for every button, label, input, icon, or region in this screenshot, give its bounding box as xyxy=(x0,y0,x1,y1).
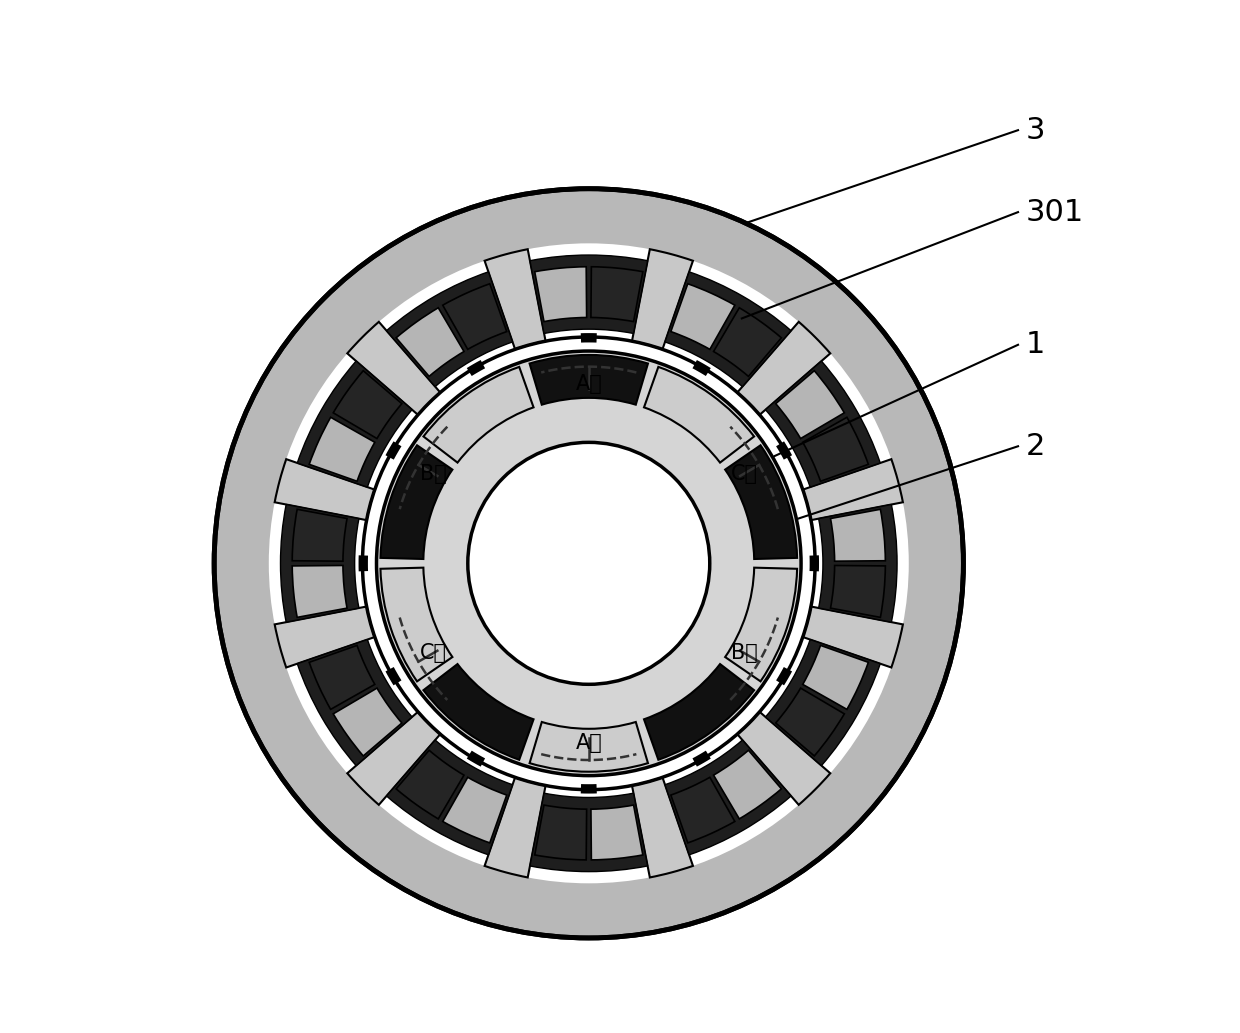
Wedge shape xyxy=(293,509,347,561)
Text: 301: 301 xyxy=(1025,197,1084,226)
Wedge shape xyxy=(396,308,464,376)
Wedge shape xyxy=(802,417,868,481)
Wedge shape xyxy=(396,750,464,819)
Wedge shape xyxy=(529,722,649,772)
Wedge shape xyxy=(776,667,792,685)
Wedge shape xyxy=(713,750,781,819)
Wedge shape xyxy=(275,606,374,667)
Wedge shape xyxy=(765,362,880,488)
Wedge shape xyxy=(810,556,820,571)
Wedge shape xyxy=(738,322,831,415)
Wedge shape xyxy=(644,367,754,463)
Wedge shape xyxy=(466,361,485,376)
Wedge shape xyxy=(466,751,485,766)
Wedge shape xyxy=(334,371,402,439)
Wedge shape xyxy=(776,441,792,460)
Wedge shape xyxy=(387,272,512,386)
Circle shape xyxy=(269,244,909,883)
Wedge shape xyxy=(423,664,533,759)
Wedge shape xyxy=(298,639,412,765)
Circle shape xyxy=(467,442,709,684)
Wedge shape xyxy=(309,646,374,710)
Wedge shape xyxy=(665,272,791,386)
Wedge shape xyxy=(580,784,596,793)
Wedge shape xyxy=(725,445,797,559)
Text: A相: A相 xyxy=(575,374,603,394)
Wedge shape xyxy=(534,805,587,859)
Wedge shape xyxy=(443,777,507,843)
Wedge shape xyxy=(534,267,587,321)
Wedge shape xyxy=(776,371,844,439)
Wedge shape xyxy=(347,322,440,415)
Wedge shape xyxy=(776,688,844,756)
Wedge shape xyxy=(280,504,358,622)
Wedge shape xyxy=(802,459,903,521)
Wedge shape xyxy=(831,509,885,561)
Wedge shape xyxy=(802,646,868,710)
Text: 1: 1 xyxy=(1025,331,1045,359)
Wedge shape xyxy=(275,459,374,521)
Wedge shape xyxy=(529,255,647,334)
Wedge shape xyxy=(802,606,903,667)
Wedge shape xyxy=(580,333,596,343)
Wedge shape xyxy=(591,805,642,859)
Wedge shape xyxy=(529,793,647,872)
Text: B相: B相 xyxy=(730,644,758,663)
Wedge shape xyxy=(387,740,512,855)
Text: C相: C相 xyxy=(420,644,446,663)
Wedge shape xyxy=(334,688,402,756)
Wedge shape xyxy=(713,308,781,376)
Text: B相: B相 xyxy=(420,464,446,483)
Text: 3: 3 xyxy=(1025,116,1045,145)
Wedge shape xyxy=(381,568,453,682)
Wedge shape xyxy=(485,778,546,877)
Wedge shape xyxy=(309,417,374,481)
Wedge shape xyxy=(591,267,642,321)
Wedge shape xyxy=(386,441,402,460)
Wedge shape xyxy=(529,355,649,405)
Wedge shape xyxy=(632,778,693,877)
Wedge shape xyxy=(443,284,507,349)
Wedge shape xyxy=(423,367,533,463)
Wedge shape xyxy=(347,712,440,805)
Text: 2: 2 xyxy=(1025,432,1045,461)
Wedge shape xyxy=(644,664,754,759)
Wedge shape xyxy=(665,740,791,855)
Circle shape xyxy=(377,351,801,776)
Text: C相: C相 xyxy=(730,464,758,483)
Wedge shape xyxy=(725,568,797,682)
Wedge shape xyxy=(671,777,735,843)
Wedge shape xyxy=(765,639,880,765)
Wedge shape xyxy=(831,565,885,618)
Wedge shape xyxy=(293,565,347,618)
Wedge shape xyxy=(671,284,735,349)
Wedge shape xyxy=(381,445,453,559)
Circle shape xyxy=(215,189,963,938)
Text: A相: A相 xyxy=(575,732,603,753)
Wedge shape xyxy=(358,556,368,571)
Wedge shape xyxy=(738,712,831,805)
Wedge shape xyxy=(632,249,693,349)
Wedge shape xyxy=(818,504,897,622)
Wedge shape xyxy=(485,249,546,349)
Wedge shape xyxy=(692,361,711,376)
Wedge shape xyxy=(298,362,412,488)
Wedge shape xyxy=(386,667,402,685)
Wedge shape xyxy=(692,751,711,766)
